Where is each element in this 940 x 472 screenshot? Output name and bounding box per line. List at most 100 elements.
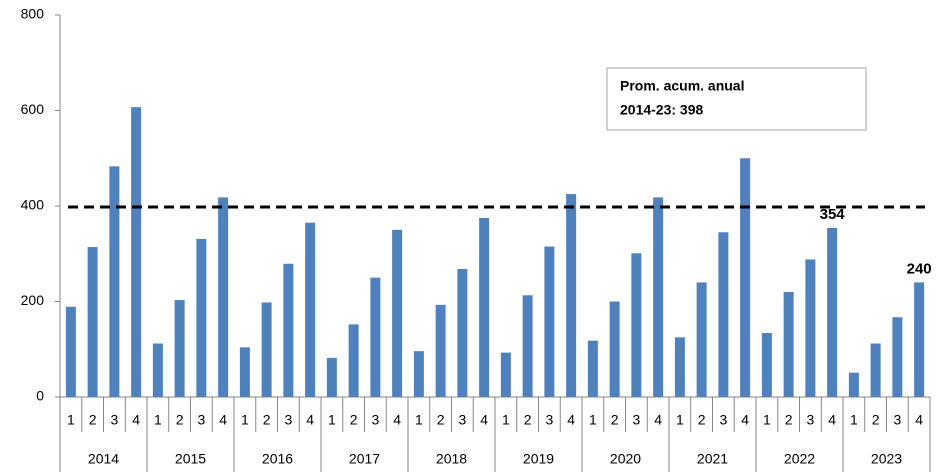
x-tick-label: 3 bbox=[197, 412, 205, 428]
x-tick-label: 2 bbox=[350, 412, 358, 428]
x-tick-label: 1 bbox=[502, 412, 510, 428]
bar bbox=[827, 227, 838, 397]
bar bbox=[609, 301, 620, 397]
x-tick-label: 4 bbox=[393, 412, 401, 428]
annotation-box bbox=[606, 67, 867, 131]
x-tick-label: 1 bbox=[328, 412, 336, 428]
bar bbox=[305, 222, 316, 397]
group-label: 2015 bbox=[175, 451, 206, 467]
x-tick-label: 2 bbox=[89, 412, 97, 428]
bar bbox=[109, 166, 120, 397]
x-tick-label: 2 bbox=[263, 412, 271, 428]
x-tick-label: 4 bbox=[915, 412, 923, 428]
x-tick-label: 3 bbox=[545, 412, 553, 428]
bar bbox=[500, 352, 511, 397]
x-tick-label: 2 bbox=[176, 412, 184, 428]
y-tick-label: 0 bbox=[36, 388, 44, 404]
bar bbox=[348, 324, 359, 397]
x-tick-label: 1 bbox=[676, 412, 684, 428]
bar bbox=[522, 295, 533, 397]
bar bbox=[587, 340, 598, 397]
bar bbox=[566, 194, 577, 397]
x-tick-label: 2 bbox=[611, 412, 619, 428]
group-label: 2021 bbox=[697, 451, 728, 467]
x-tick-label: 4 bbox=[480, 412, 488, 428]
bar bbox=[805, 259, 816, 397]
bar bbox=[848, 372, 859, 397]
x-tick-label: 3 bbox=[719, 412, 727, 428]
bar bbox=[326, 357, 337, 397]
bar bbox=[718, 232, 729, 397]
group-label: 2016 bbox=[262, 451, 293, 467]
bar bbox=[261, 302, 272, 397]
bar bbox=[783, 291, 794, 397]
x-tick-label: 4 bbox=[654, 412, 662, 428]
x-tick-label: 2 bbox=[785, 412, 793, 428]
bar bbox=[87, 247, 98, 397]
group-label: 2023 bbox=[871, 451, 902, 467]
bar bbox=[196, 238, 207, 397]
y-tick-label: 400 bbox=[21, 197, 45, 213]
x-tick-label: 1 bbox=[850, 412, 858, 428]
bar bbox=[152, 343, 163, 397]
bar bbox=[457, 269, 468, 397]
group-label: 2017 bbox=[349, 451, 380, 467]
y-tick-label: 600 bbox=[21, 101, 45, 117]
x-tick-label: 1 bbox=[589, 412, 597, 428]
bar bbox=[653, 197, 664, 397]
bar bbox=[392, 229, 403, 397]
bar bbox=[218, 197, 229, 397]
x-tick-label: 3 bbox=[371, 412, 379, 428]
x-tick-label: 4 bbox=[741, 412, 749, 428]
x-tick-label: 2 bbox=[437, 412, 445, 428]
bar bbox=[131, 107, 142, 397]
x-tick-label: 3 bbox=[458, 412, 466, 428]
group-label: 2022 bbox=[784, 451, 815, 467]
x-tick-label: 3 bbox=[893, 412, 901, 428]
x-tick-label: 4 bbox=[132, 412, 140, 428]
annotation-line: 2014-23: 398 bbox=[620, 102, 704, 118]
x-tick-label: 1 bbox=[67, 412, 75, 428]
x-tick-label: 1 bbox=[763, 412, 771, 428]
bar bbox=[370, 277, 381, 397]
x-tick-label: 4 bbox=[828, 412, 836, 428]
bar bbox=[892, 317, 903, 397]
x-tick-label: 3 bbox=[110, 412, 118, 428]
bar bbox=[740, 158, 751, 397]
x-tick-label: 3 bbox=[806, 412, 814, 428]
x-tick-label: 4 bbox=[306, 412, 314, 428]
value-label: 240 bbox=[907, 260, 932, 277]
x-tick-label: 1 bbox=[241, 412, 249, 428]
bar bbox=[696, 282, 707, 397]
x-tick-label: 4 bbox=[567, 412, 575, 428]
x-tick-label: 4 bbox=[219, 412, 227, 428]
x-tick-label: 3 bbox=[632, 412, 640, 428]
value-label: 354 bbox=[820, 206, 846, 223]
group-label: 2019 bbox=[523, 451, 554, 467]
x-tick-label: 2 bbox=[524, 412, 532, 428]
bar bbox=[239, 347, 250, 397]
bar bbox=[674, 337, 685, 397]
x-tick-label: 3 bbox=[284, 412, 292, 428]
bar bbox=[65, 306, 76, 397]
bar bbox=[761, 333, 772, 397]
group-label: 2018 bbox=[436, 451, 467, 467]
bar bbox=[174, 300, 185, 397]
x-tick-label: 2 bbox=[872, 412, 880, 428]
x-tick-label: 1 bbox=[154, 412, 162, 428]
bar bbox=[870, 343, 881, 397]
x-tick-label: 1 bbox=[415, 412, 423, 428]
bar bbox=[435, 304, 446, 397]
bar bbox=[283, 263, 294, 397]
bar bbox=[631, 253, 642, 397]
group-label: 2014 bbox=[88, 451, 119, 467]
y-tick-label: 800 bbox=[21, 6, 45, 22]
x-tick-label: 2 bbox=[698, 412, 706, 428]
annotation-line: Prom. acum. anual bbox=[620, 78, 744, 94]
y-tick-label: 200 bbox=[21, 292, 45, 308]
bar bbox=[479, 217, 490, 397]
bar bbox=[413, 351, 424, 397]
bar bbox=[914, 282, 925, 397]
group-label: 2020 bbox=[610, 451, 641, 467]
